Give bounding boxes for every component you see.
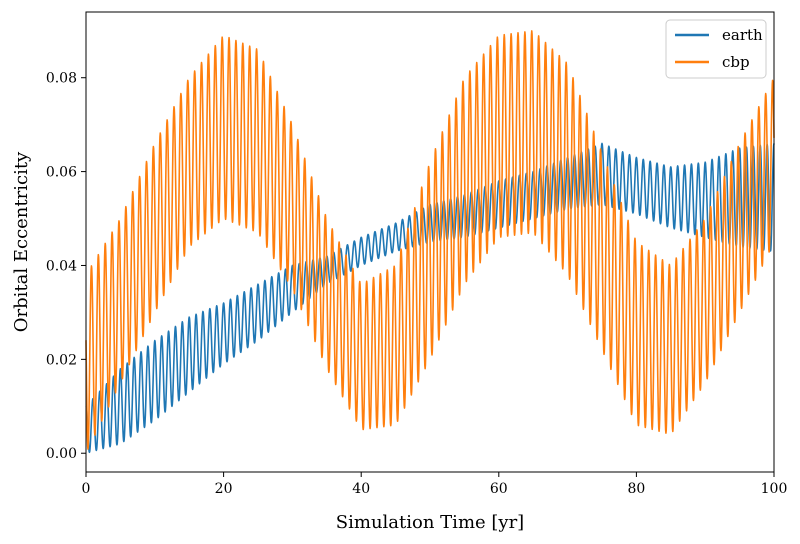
y-tick-label: 0.08	[46, 71, 77, 87]
legend: earth cbp	[665, 19, 767, 79]
y-tick-label: 0.04	[46, 258, 77, 274]
plot-frame	[85, 11, 775, 473]
y-tick-label: 0.00	[46, 446, 77, 462]
series-layer	[85, 30, 775, 454]
x-axis-label: Simulation Time [yr]	[336, 512, 524, 533]
y-axis-label: Orbital Eccentricity	[11, 151, 32, 332]
series-line-cbp	[85, 30, 775, 450]
legend-label-cbp: cbp	[722, 53, 750, 71]
x-tick-label: 40	[352, 481, 370, 497]
y-tick-label: 0.06	[46, 165, 77, 181]
x-axis: 0 20 40 60 80 100	[82, 472, 788, 497]
x-tick-label: 20	[215, 481, 233, 497]
x-tick-label: 60	[490, 481, 508, 497]
y-tick-label: 0.02	[46, 352, 77, 368]
x-tick-label: 0	[82, 481, 91, 497]
x-tick-label: 80	[627, 481, 645, 497]
plot-area	[85, 11, 775, 473]
legend-label-earth: earth	[722, 26, 763, 44]
y-axis: 0.00 0.02 0.04 0.06 0.08	[46, 71, 86, 462]
x-tick-label: 100	[761, 481, 788, 497]
